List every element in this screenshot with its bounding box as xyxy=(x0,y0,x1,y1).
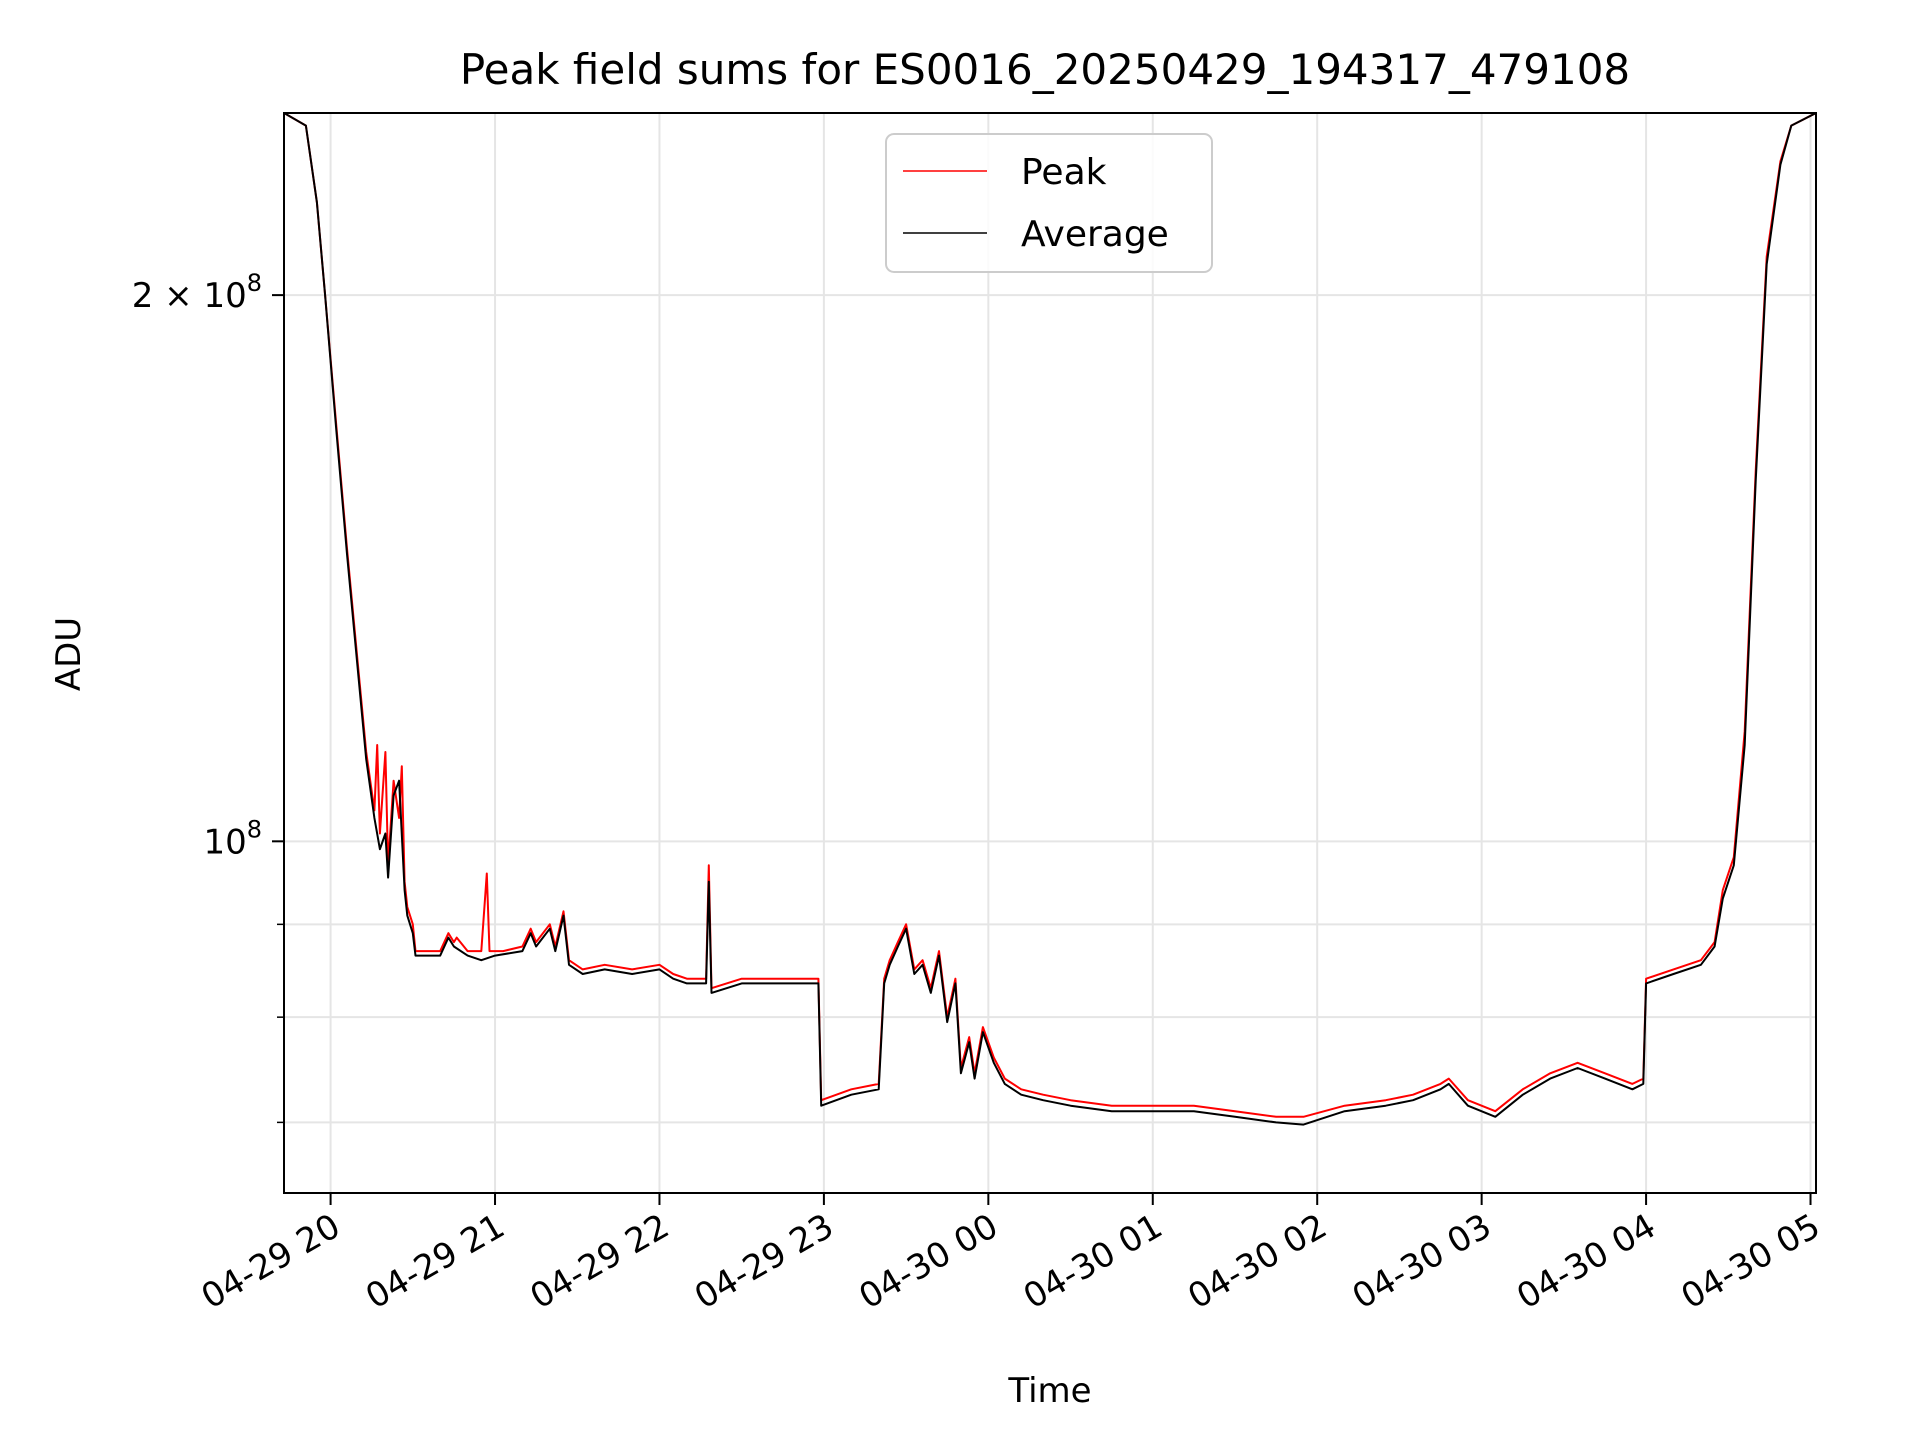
y-axis-label: ADU xyxy=(49,617,89,691)
x-axis-label: Time xyxy=(1007,1371,1091,1411)
y-tick-label: 2 × 108 xyxy=(132,269,262,316)
series-line-average xyxy=(284,113,1816,1126)
series-line-peak xyxy=(284,113,1816,1118)
legend: Peak Average xyxy=(885,133,1213,273)
y-tick-exponent: 8 xyxy=(247,269,262,297)
y-tick-exponent: 8 xyxy=(247,815,262,843)
chart-title: Peak field sums for ES0016_20250429_1943… xyxy=(460,45,1630,94)
plot-area xyxy=(284,113,1816,1126)
axes-frame xyxy=(283,112,1817,1194)
legend-label-peak: Peak xyxy=(1021,152,1107,193)
grid-lines xyxy=(284,113,1816,1193)
series-layer xyxy=(284,113,1816,1126)
legend-box xyxy=(885,133,1213,273)
legend-label-average: Average xyxy=(1021,214,1169,255)
